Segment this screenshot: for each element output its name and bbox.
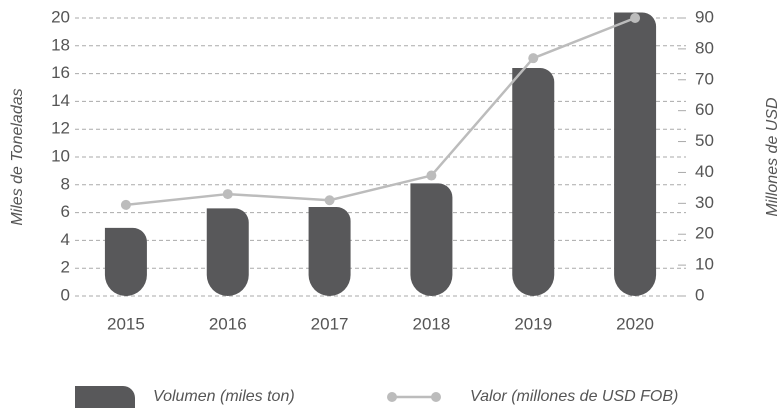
point (528, 53, 539, 64)
y2-tick-label: 60 (695, 100, 714, 119)
point (120, 199, 131, 210)
y-tick-label: 14 (51, 91, 70, 110)
y2-tick-label: 20 (695, 224, 714, 243)
y2-tick-label: 30 (695, 193, 714, 212)
x-tick-label: 2020 (616, 314, 654, 333)
bar (308, 207, 351, 296)
legend-label: Volumen (miles ton) (153, 388, 295, 405)
point (324, 195, 335, 206)
bar (104, 227, 147, 297)
bar (614, 12, 657, 296)
y-tick-label: 8 (61, 174, 70, 193)
y2-tick-label: 80 (695, 38, 714, 57)
y-tick-label: 2 (61, 258, 70, 277)
x-tick-label: 2018 (413, 314, 451, 333)
y2-tick-label: 70 (695, 69, 714, 88)
bar (206, 208, 249, 296)
y2-tick-label: 90 (695, 7, 714, 26)
y2-tick-label: 50 (695, 131, 714, 150)
y-tick-label: 20 (51, 7, 70, 26)
point (630, 13, 641, 23)
bar (512, 68, 555, 296)
legend-swatch (431, 392, 441, 402)
y-tick-label: 4 (61, 230, 70, 249)
y2-tick-label: 10 (695, 255, 714, 274)
legend-swatch (387, 392, 397, 402)
legend-label: Valor (millones de USD FOB) (470, 388, 678, 405)
point (222, 189, 233, 200)
y-tick-label: 16 (51, 63, 70, 82)
y-axis-label: Miles de Toneladas (9, 88, 26, 225)
y-tick-label: 18 (51, 35, 70, 54)
x-tick-label: 2015 (107, 314, 145, 333)
legend-swatch (75, 386, 135, 408)
y2-tick-label: 40 (695, 162, 714, 181)
y-tick-label: 10 (51, 146, 70, 165)
x-tick-label: 2017 (311, 314, 349, 333)
y-tick-label: 12 (51, 119, 70, 138)
x-tick-label: 2019 (514, 314, 552, 333)
y2-axis-label: Millones de USD (764, 97, 781, 217)
bar (410, 183, 453, 296)
line (125, 16, 636, 207)
y2-tick-label: 0 (695, 285, 704, 304)
point (426, 170, 437, 181)
y-tick-label: 6 (61, 202, 70, 221)
x-tick-label: 2016 (209, 314, 247, 333)
y-tick-label: 0 (61, 285, 70, 304)
